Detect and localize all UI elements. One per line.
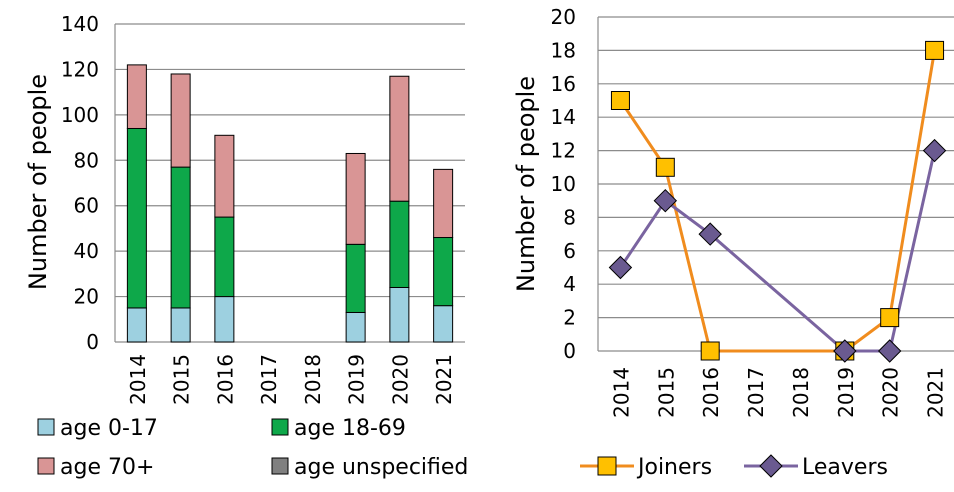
bar-age-0-17-2014 (126, 307, 147, 343)
bar-age-18-69-2021 (433, 237, 454, 307)
left-y-tick-140: 140 (61, 12, 99, 36)
marker-leavers-2015 (653, 188, 678, 213)
left-x-tick-2014: 2014 (126, 354, 150, 405)
left-x-tick-2021: 2021 (432, 354, 456, 405)
marker-leavers-2020 (877, 339, 902, 363)
legend-label-age-70: age 70+ (60, 455, 154, 480)
right-y-tick-4: 4 (563, 272, 576, 296)
left-x-tick-2019: 2019 (345, 354, 369, 405)
right-x-tick-2019: 2019 (834, 367, 858, 418)
legend-swatch-age-70 (37, 457, 55, 475)
left-legend: age 0-17 age 18-69 age 70+ age unspecified (37, 416, 468, 480)
marker-leavers-2019 (833, 339, 857, 363)
legend-swatch-age-18-69 (271, 418, 289, 436)
left-y-tick-80: 80 (74, 148, 99, 172)
left-y-tick-20: 20 (74, 285, 99, 309)
right-x-tick-labels: 2014 2015 2016 2017 2018 2019 2020 2021 (609, 367, 947, 418)
bar-age-0-17-2016 (214, 296, 235, 343)
marker-joiners-2014 (610, 91, 630, 110)
legend-label-age-18-69: age 18-69 (294, 416, 406, 441)
bar-age-70-2016 (214, 134, 235, 218)
legend-label-age-unspecified: age unspecified (294, 455, 468, 480)
right-x-tick-2017: 2017 (744, 367, 768, 418)
right-y-tick-0: 0 (563, 339, 576, 363)
bar-age-0-17-2019 (345, 311, 366, 343)
marker-leavers-2021 (922, 138, 947, 163)
bar-age-0-17-2015 (170, 307, 191, 343)
left-x-tick-2016: 2016 (213, 354, 237, 405)
right-y-tick-16: 16 (551, 72, 576, 96)
bar-age-70-2021 (433, 168, 454, 239)
right-x-tick-2015: 2015 (654, 367, 678, 418)
bar-age-18-69-2019 (345, 243, 366, 313)
legend-marker-joiners (597, 456, 617, 476)
marker-leavers-2016 (698, 222, 722, 246)
right-y-tick-12: 12 (551, 139, 576, 163)
legend-swatch-age-unspecified (271, 457, 289, 475)
line-joiners (619, 50, 937, 353)
left-bars (126, 64, 454, 343)
legend-marker-leavers (759, 454, 783, 478)
marker-joiners-2020 (880, 308, 900, 328)
left-x-tick-2015: 2015 (170, 354, 194, 405)
marker-leavers-2014 (608, 255, 633, 280)
right-y-tick-8: 8 (563, 205, 576, 229)
right-y-tick-10: 10 (551, 172, 576, 196)
legend-label-joiners: Joiners (636, 455, 712, 480)
left-y-axis-title: Number of people (24, 74, 52, 290)
left-y-tick-120: 120 (61, 57, 99, 81)
bar-age-0-17-2020 (389, 286, 410, 343)
right-x-tick-2020: 2020 (879, 367, 903, 418)
left-y-tick-0: 0 (86, 330, 99, 354)
right-x-tick-2018: 2018 (789, 367, 813, 418)
left-y-tick-labels: 0 20 40 60 80 100 120 140 (61, 12, 99, 354)
left-x-tick-labels: 2014 2015 2016 2017 2018 2019 2020 2021 (126, 354, 456, 405)
bar-age-70-2015 (170, 73, 191, 168)
left-gridlines (114, 23, 465, 343)
right-x-tick-2014: 2014 (609, 367, 633, 418)
bar-age-18-69-2015 (170, 166, 191, 309)
marker-joiners-2015 (655, 157, 675, 177)
left-x-tick-2017: 2017 (257, 354, 281, 405)
right-y-tick-18: 18 (551, 38, 576, 62)
right-y-tick-6: 6 (563, 239, 576, 263)
right-y-axis-title: Number of people (512, 76, 540, 292)
right-legend: Joiners Leavers (580, 454, 888, 480)
marker-joiners-2021 (925, 40, 945, 60)
bar-age-70-2020 (389, 75, 410, 202)
right-y-tick-2: 2 (563, 306, 576, 330)
right-y-tick-20: 20 (551, 5, 576, 29)
right-x-tick-2016: 2016 (699, 367, 723, 418)
left-y-tick-100: 100 (61, 103, 99, 127)
right-gridlines (597, 16, 954, 352)
marker-joiners-2016 (700, 341, 720, 361)
left-x-tick-2018: 2018 (301, 354, 325, 405)
bar-age-0-17-2021 (433, 305, 454, 343)
right-y-tick-labels: 0 2 4 6 8 10 12 14 16 18 20 (551, 5, 576, 363)
bar-age-18-69-2014 (126, 127, 147, 309)
bar-age-18-69-2016 (214, 216, 235, 298)
legend-swatch-age-0-17 (37, 418, 55, 436)
left-y-tick-40: 40 (74, 239, 99, 263)
right-series-markers (608, 40, 947, 363)
legend-label-age-0-17: age 0-17 (60, 416, 158, 441)
left-x-tick-2020: 2020 (388, 354, 412, 405)
right-y-tick-14: 14 (551, 105, 576, 129)
bar-age-70-2019 (345, 152, 366, 245)
bar-age-18-69-2020 (389, 200, 410, 288)
bar-age-70-2014 (126, 64, 147, 129)
left-y-tick-60: 60 (74, 194, 99, 218)
right-x-tick-2021: 2021 (924, 367, 948, 418)
legend-label-leavers: Leavers (802, 455, 888, 480)
